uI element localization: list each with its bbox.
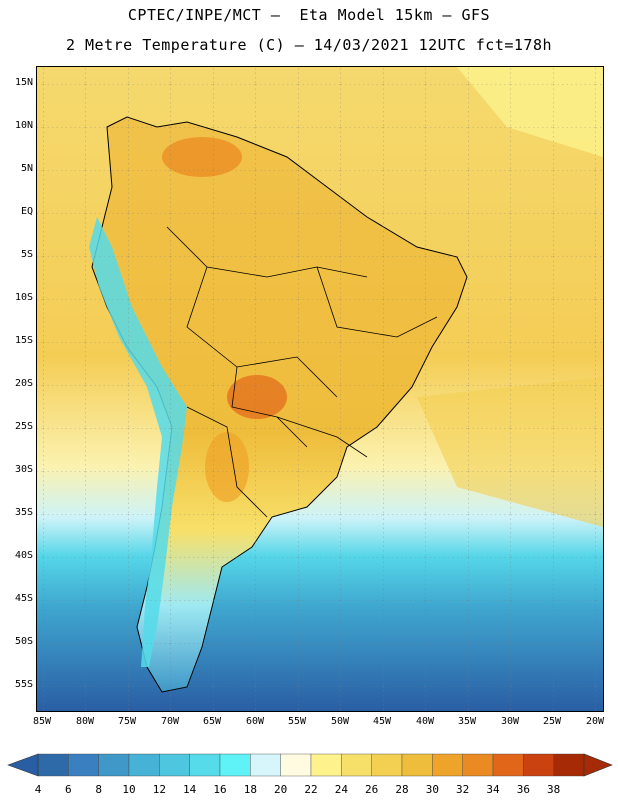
colorbar-label: 30 xyxy=(425,783,439,796)
map-title: CPTEC/INPE/MCT – Eta Model 15km – GFS xyxy=(127,6,491,24)
colorbar-label: 22 xyxy=(304,783,318,796)
colorbar-label: 36 xyxy=(516,783,530,796)
colorbar-label: 8 xyxy=(95,783,102,796)
colorbar-label: 14 xyxy=(183,783,197,796)
lon-label: 80W xyxy=(75,716,95,727)
colorbar-swatch xyxy=(492,753,524,777)
colorbar-label: 28 xyxy=(395,783,409,796)
lat-label: 5S xyxy=(20,249,33,260)
colorbar-swatch xyxy=(371,753,403,777)
colorbar-swatch xyxy=(432,753,463,777)
lat-label: 50S xyxy=(14,636,33,647)
lon-label: 75W xyxy=(117,716,137,727)
colorbar-swatch xyxy=(401,753,433,777)
lat-label: 45S xyxy=(14,593,33,604)
map-subtitle: 2 Metre Temperature (C) – 14/03/2021 12U… xyxy=(65,36,553,54)
colorbar-label: 12 xyxy=(152,783,166,796)
lon-label: 35W xyxy=(457,716,477,727)
colorbar-label: 6 xyxy=(65,783,72,796)
lat-label: 10S xyxy=(14,292,33,303)
lat-label: 10N xyxy=(14,120,33,131)
temperature-colorbar xyxy=(7,753,613,777)
colorbar-label: 4 xyxy=(34,783,42,796)
lon-label: 25W xyxy=(542,716,562,727)
lat-label: 55S xyxy=(14,679,33,690)
colorbar-right-arrow xyxy=(583,753,613,777)
colorbar-swatch xyxy=(250,753,281,777)
colorbar-label: 32 xyxy=(456,783,470,796)
colorbar-swatches xyxy=(37,753,585,777)
lon-label: 65W xyxy=(202,716,222,727)
colorbar-swatch xyxy=(159,753,190,777)
lat-label: 20S xyxy=(14,378,33,389)
colorbar-swatch xyxy=(310,753,342,777)
colorbar-swatch xyxy=(37,753,69,777)
colorbar-swatch xyxy=(128,753,160,777)
colorbar-label: 16 xyxy=(213,783,227,796)
lon-label: 40W xyxy=(415,716,435,727)
lat-label: 15N xyxy=(14,77,33,88)
lon-label: 60W xyxy=(245,716,265,727)
colorbar-label: 18 xyxy=(243,783,257,796)
lon-label: 70W xyxy=(160,716,180,727)
colorbar-label: 26 xyxy=(365,783,379,796)
lon-label: 20W xyxy=(585,716,605,727)
colorbar-swatch xyxy=(68,753,99,777)
colorbar-label: 10 xyxy=(122,783,136,796)
colorbar-left-arrow xyxy=(7,753,39,777)
colorbar-label: 24 xyxy=(334,783,348,796)
colorbar-label: 34 xyxy=(486,783,500,796)
colorbar-swatch xyxy=(462,753,494,777)
colorbar-swatch xyxy=(553,753,585,777)
lon-label: 55W xyxy=(287,716,307,727)
lat-label: EQ xyxy=(20,206,33,217)
lon-label: 30W xyxy=(500,716,520,727)
lat-label: 40S xyxy=(14,550,33,561)
colorbar-swatch xyxy=(98,753,130,777)
lat-label: 35S xyxy=(14,507,33,518)
lon-label: 85W xyxy=(32,716,52,727)
lat-label: 15S xyxy=(14,335,33,346)
lon-label: 45W xyxy=(372,716,392,727)
colorbar-swatch xyxy=(280,753,312,777)
temperature-map-svg xyxy=(37,67,603,711)
colorbar-swatch xyxy=(523,753,554,777)
lat-label: 25S xyxy=(14,421,33,432)
colorbar-swatch xyxy=(341,753,372,777)
colorbar-swatch xyxy=(189,753,221,777)
colorbar-label: 20 xyxy=(274,783,288,796)
lat-lon-grid xyxy=(37,67,603,711)
colorbar-label: 38 xyxy=(547,783,561,796)
colorbar-swatch xyxy=(219,753,251,777)
temperature-map xyxy=(36,66,604,712)
lon-label: 50W xyxy=(330,716,350,727)
lat-label: 30S xyxy=(14,464,33,475)
lat-label: 5N xyxy=(20,163,33,174)
